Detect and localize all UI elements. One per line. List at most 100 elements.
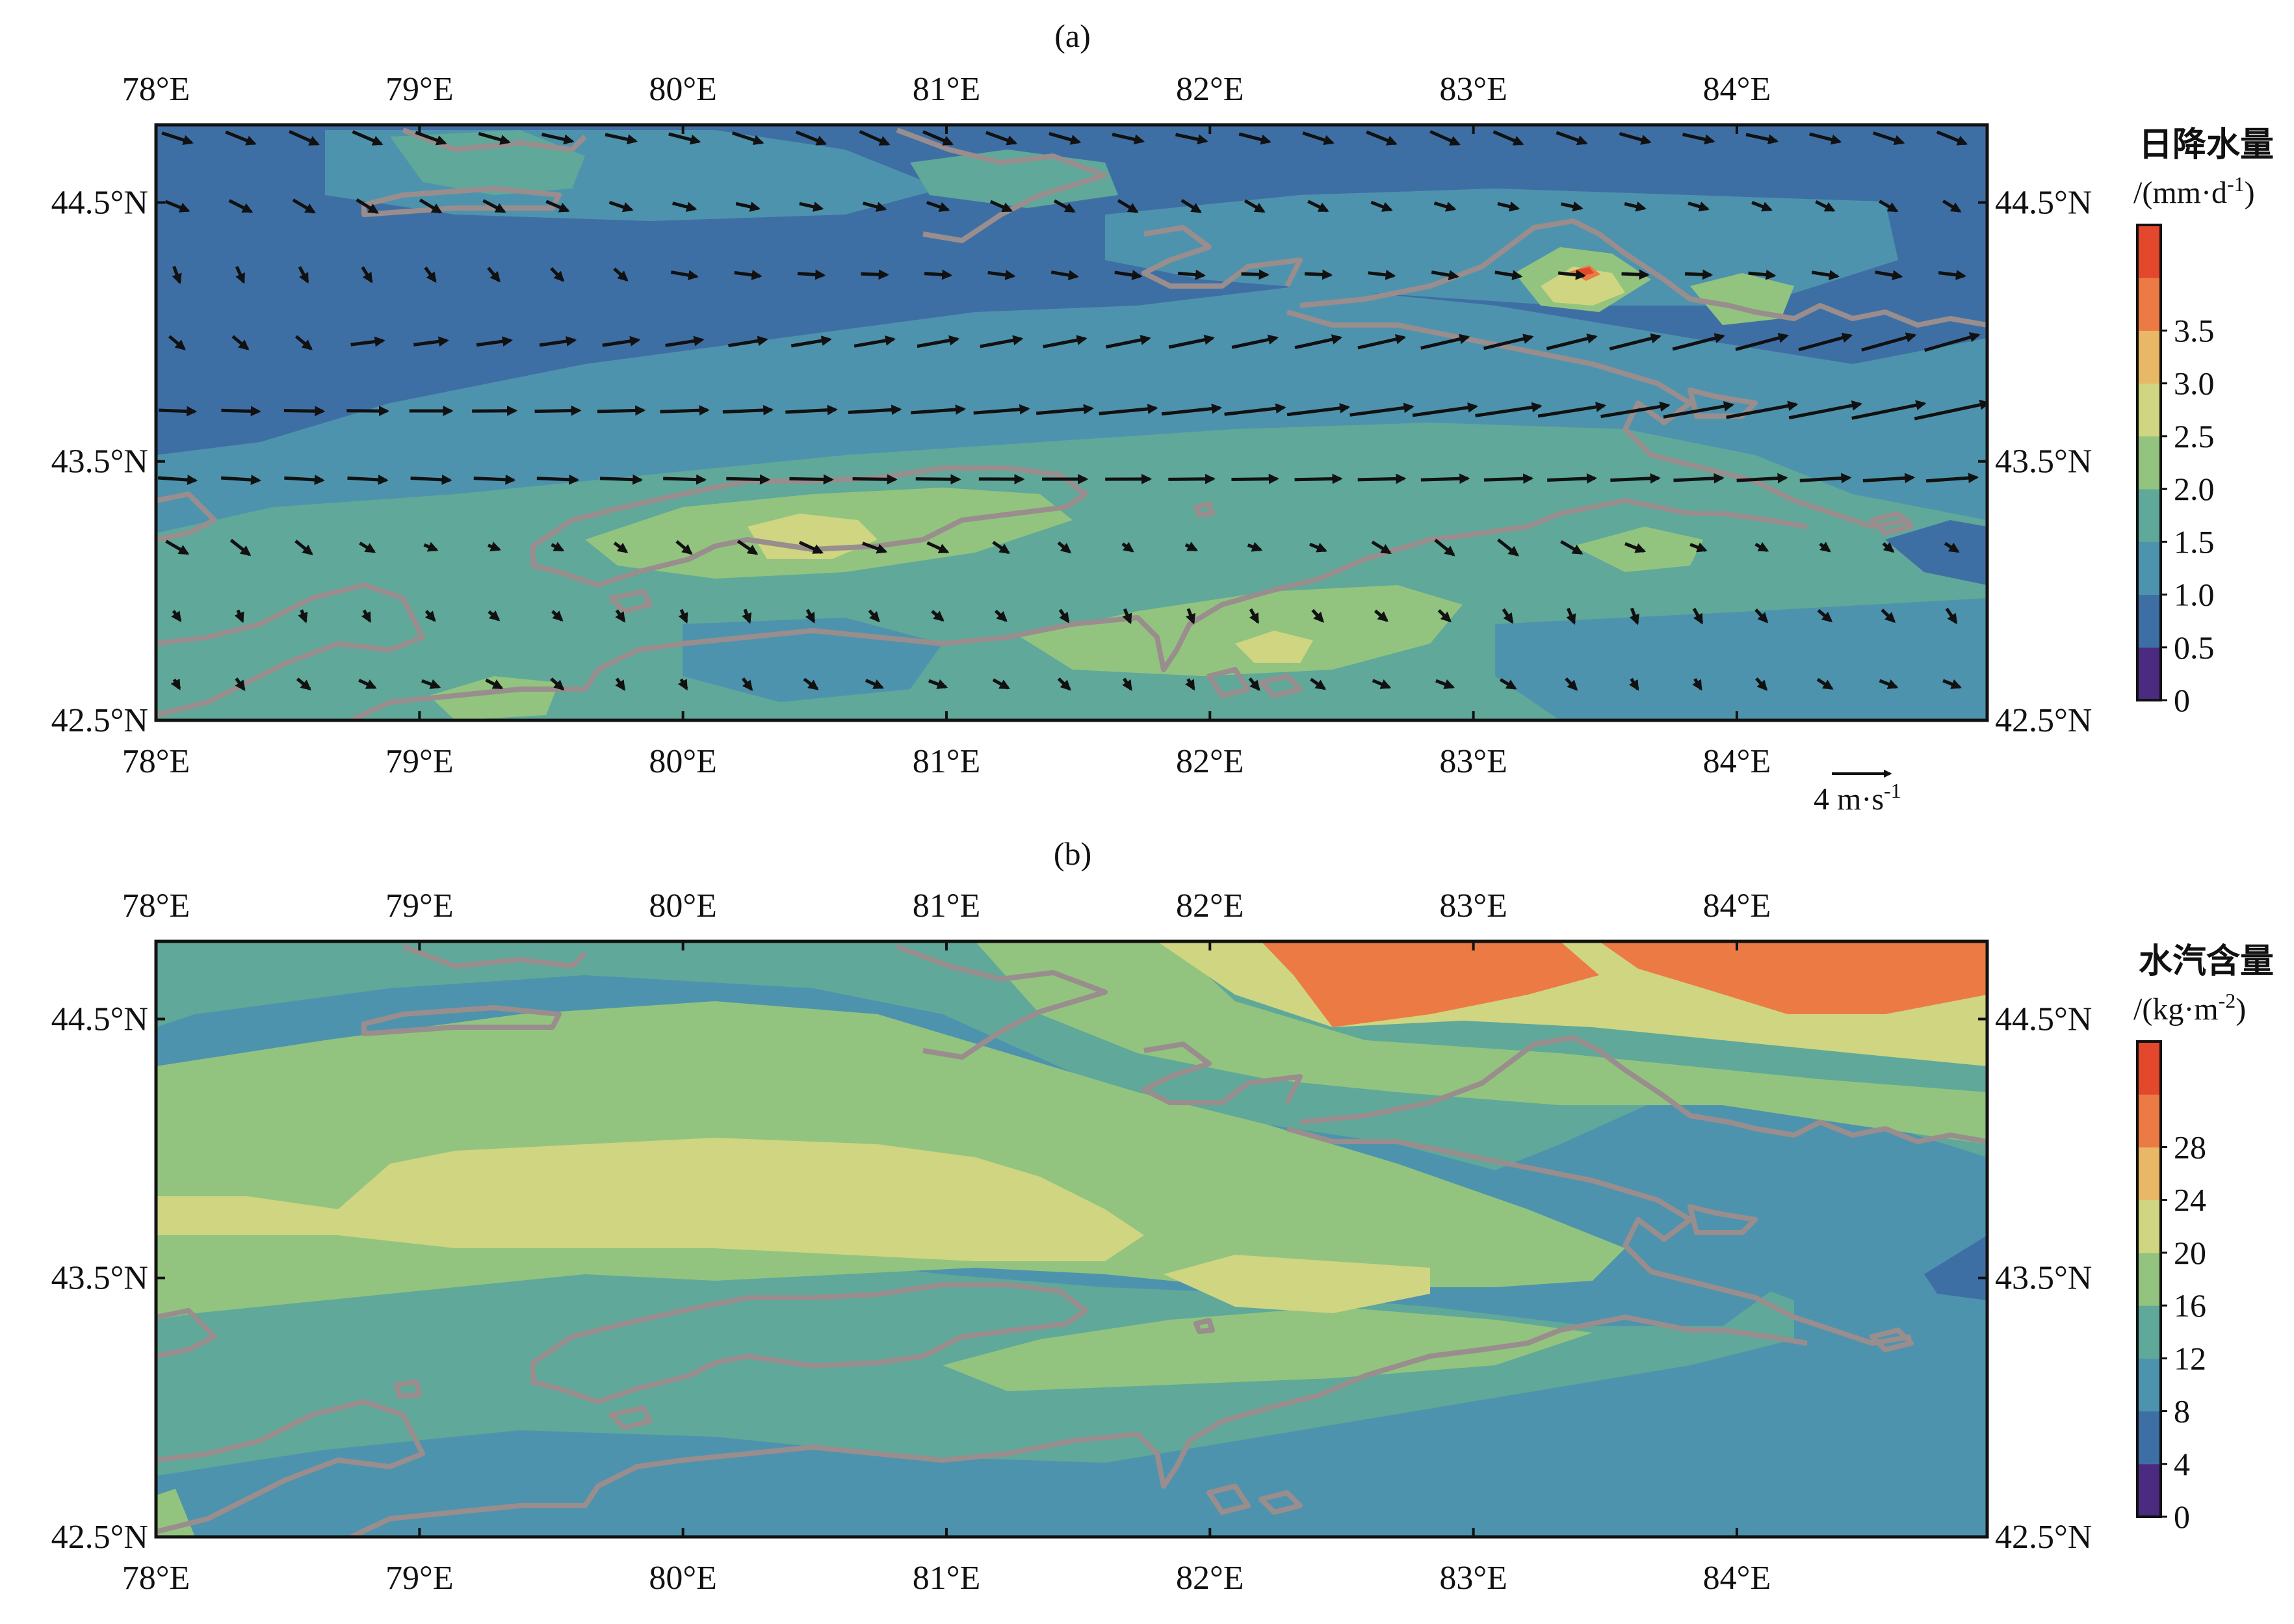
colorbar-b: 水汽含量 /(kg·m-2) 0 4 8 12 16 20 24 28 <box>2133 942 2274 1535</box>
wind-vector <box>1050 270 1079 281</box>
vapour-zone-16-20-se <box>943 1307 1593 1391</box>
wind-vector <box>1882 542 1895 553</box>
wind-vector <box>1357 473 1407 484</box>
wind-vector <box>346 406 389 417</box>
wind-vector <box>1546 334 1598 350</box>
x-tick-label-top: 84°E <box>1703 71 1771 108</box>
colorbar-label: 2.5 <box>2174 418 2215 454</box>
x-tick-label-bottom: 81°E <box>913 1560 981 1597</box>
wind-vector <box>551 610 564 622</box>
panel-b-map <box>156 941 1987 1537</box>
wind-vector <box>1755 677 1768 691</box>
wind-vector <box>1942 679 1962 689</box>
wind-vector <box>868 609 880 623</box>
x-tick-label-top: 82°E <box>1176 71 1244 108</box>
wind-vector <box>799 202 824 212</box>
wind-vector <box>1788 400 1862 420</box>
wind-vector <box>158 406 198 417</box>
wind-vector <box>859 129 891 146</box>
x-tick-label-bottom: 80°E <box>649 1560 717 1597</box>
wind-vector <box>171 610 182 622</box>
wind-vector <box>597 405 646 416</box>
wind-vector <box>1168 334 1215 349</box>
wind-vector <box>1374 609 1388 622</box>
wind-vector <box>1745 133 1779 145</box>
wind-vector <box>228 199 254 213</box>
wind-vector <box>985 131 1018 146</box>
wind-vector <box>1366 130 1398 146</box>
wind-vector <box>1560 540 1584 555</box>
wind-vector <box>1499 678 1517 690</box>
wind-vector <box>615 609 626 623</box>
x-tick-label-top: 79°E <box>385 71 454 108</box>
wind-vector <box>1799 473 1852 484</box>
wind-vector <box>1754 609 1769 623</box>
wind-vector <box>915 474 961 485</box>
wind-vector <box>1483 473 1534 484</box>
wind-vector <box>1692 677 1702 691</box>
colorbar-swatch <box>2137 1199 2161 1253</box>
vapour-zone-20-24-east <box>1164 1255 1430 1313</box>
wind-vector <box>359 542 376 553</box>
wind-vector <box>803 677 819 690</box>
wind-vector <box>1497 538 1519 557</box>
wind-vector <box>1180 199 1202 213</box>
wind-vector <box>1371 540 1392 555</box>
x-tick-label-bottom: 84°E <box>1703 1560 1771 1597</box>
wind-vector <box>1307 200 1329 213</box>
colorbar-swatch <box>2137 1305 2161 1359</box>
wind-vector <box>1624 542 1647 553</box>
wind-vector <box>289 129 320 146</box>
wind-vector <box>660 405 710 416</box>
wind-vector <box>234 609 244 623</box>
colorbar-label: 24 <box>2174 1182 2206 1218</box>
wind-vector <box>424 267 437 283</box>
colorbar-swatch <box>2137 225 2161 278</box>
colorbar-label: 0.5 <box>2174 629 2215 666</box>
wind-vector <box>678 609 688 624</box>
wind-vector <box>536 474 580 485</box>
wind-vector <box>472 405 518 416</box>
wind-vector <box>926 541 950 554</box>
wind-vector <box>1945 607 1958 625</box>
wind-vector <box>1244 199 1266 213</box>
wind-vector <box>1560 201 1584 212</box>
wind-vector <box>1692 607 1704 625</box>
wind-vector <box>424 610 436 622</box>
x-tick-label-top: 78°E <box>122 887 190 924</box>
x-tick-label-top: 81°E <box>913 71 981 108</box>
wind-vector <box>917 335 960 348</box>
wind-vector <box>1231 334 1279 349</box>
wind-vector <box>1751 201 1773 212</box>
colorbar-a-title: 日降水量 <box>2139 125 2274 164</box>
wind-vector <box>421 679 441 689</box>
wind-vector <box>1673 473 1725 484</box>
wind-vector <box>1862 473 1916 484</box>
wind-vector <box>1185 608 1195 625</box>
wind-vector <box>1099 404 1158 415</box>
wind-vector <box>1294 334 1343 350</box>
wind-vector <box>296 677 311 690</box>
wind-vector <box>283 406 326 417</box>
wind-vector <box>1736 473 1788 484</box>
wind-vector <box>613 267 629 282</box>
wind-vectors <box>157 129 1987 691</box>
wind-vector <box>550 267 565 282</box>
wind-vector <box>1566 607 1576 625</box>
x-tick-label-top: 82°E <box>1176 887 1244 924</box>
wind-vector <box>1302 131 1335 146</box>
wind-vector <box>1224 403 1286 416</box>
wind-vector <box>1547 473 1598 484</box>
wind-vector <box>928 679 948 689</box>
wind-vector <box>605 133 638 145</box>
wind-vector <box>797 269 826 280</box>
precip-zone-green-n <box>910 150 1118 208</box>
panel-a-frame <box>154 123 1989 722</box>
wind-vector <box>1798 332 1853 352</box>
wind-vector <box>973 404 1030 415</box>
y-tick-label-left: 43.5°N <box>51 443 148 480</box>
wind-vector <box>1628 677 1639 691</box>
wind-vector <box>1248 677 1260 691</box>
vapour-zone-16-20-ne <box>975 941 1987 1144</box>
